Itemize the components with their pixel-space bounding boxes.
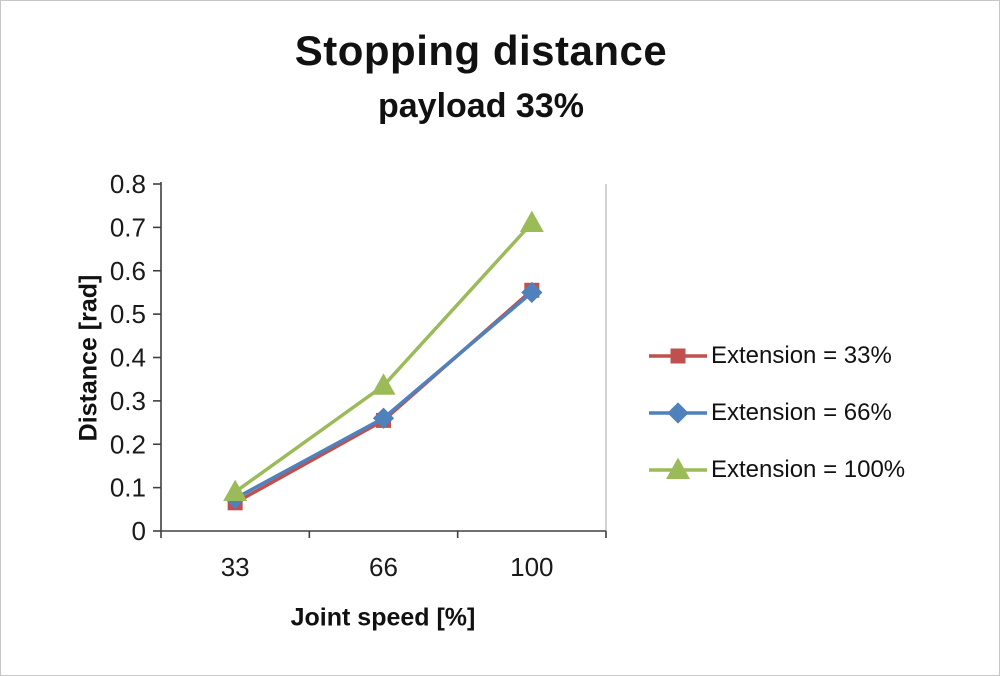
legend-marker-icon <box>649 402 707 424</box>
y-tick-label: 0.8 <box>110 169 146 199</box>
x-axis-title: Joint speed [%] <box>290 603 476 632</box>
x-tick-label: 100 <box>510 552 553 582</box>
marker-triangle-icon <box>371 373 396 395</box>
y-tick-label: 0.5 <box>110 299 146 329</box>
marker-square-icon <box>670 348 686 364</box>
y-tick-label: 0.2 <box>110 429 146 459</box>
series-line <box>234 288 533 505</box>
legend-label: Extension = 66% <box>711 399 892 426</box>
chart-subtitle: payload 33% <box>378 87 584 125</box>
x-tick-label: 66 <box>369 552 398 582</box>
legend-marker-icon <box>649 457 707 479</box>
marker-triangle-icon <box>666 457 690 479</box>
marker-diamond-icon <box>521 281 543 304</box>
marker-triangle-icon <box>519 210 544 233</box>
series-line <box>234 291 533 501</box>
legend-label: Extension = 33% <box>711 342 892 369</box>
y-tick-label: 0.4 <box>110 343 146 373</box>
y-tick-label: 0.6 <box>110 256 146 286</box>
y-tick-label: 0 <box>132 516 146 546</box>
y-tick-label: 0.3 <box>110 386 146 416</box>
legend-item: Extension = 100% <box>647 455 905 485</box>
x-tick-label: 33 <box>221 552 250 582</box>
y-tick-label: 0.1 <box>110 473 146 503</box>
marker-triangle-icon <box>223 479 248 501</box>
y-tick-label: 0.7 <box>110 212 146 242</box>
y-axis-title: Distance [rad] <box>74 274 103 442</box>
legend: Extension = 33% Extension = 66% Extension … <box>647 341 905 485</box>
marker-diamond-icon <box>667 402 689 424</box>
legend-label: Extension = 100% <box>711 456 906 483</box>
legend-item: Extension = 33% <box>647 341 905 371</box>
chart-title: Stopping distance <box>294 27 668 74</box>
legend-item: Extension = 66% <box>647 398 905 428</box>
series-line <box>234 221 534 494</box>
legend-marker-icon <box>649 348 707 364</box>
